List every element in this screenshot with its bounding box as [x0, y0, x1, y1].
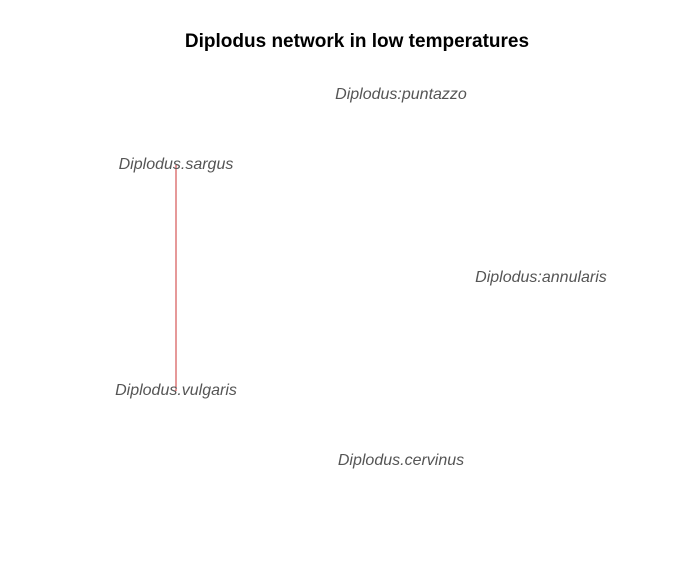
node-label-cervinus: Diplodus.cervinus [338, 452, 464, 469]
node-label-vulgaris: Diplodus.vulgaris [115, 382, 237, 399]
node-label-sargus: Diplodus.sargus [119, 156, 234, 173]
chart-title: Diplodus network in low temperatures [185, 31, 529, 52]
node-label-puntazzo: Diplodus:puntazzo [335, 86, 467, 103]
node-label-annularis: Diplodus:annularis [475, 269, 607, 286]
nodes-layer: Diplodus:puntazzo Diplodus.sargus Diplodus… [115, 86, 607, 469]
